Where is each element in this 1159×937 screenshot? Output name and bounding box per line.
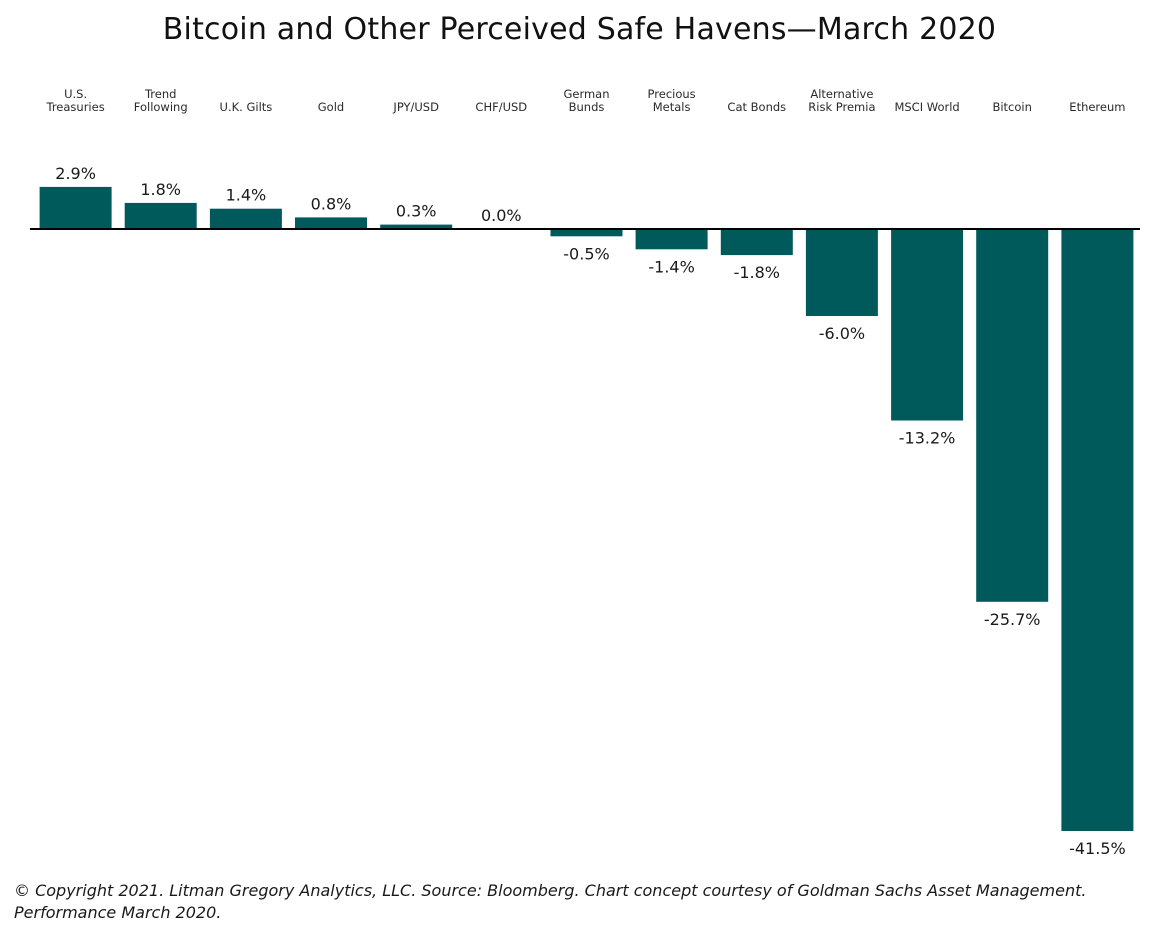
category-label-jpy-usd: JPY/USD bbox=[392, 100, 439, 114]
footnote: © Copyright 2021. Litman Gregory Analyti… bbox=[14, 881, 1087, 922]
category-label-line: Cat Bonds bbox=[727, 100, 786, 114]
value-label-alternative-risk-premia: -6.0% bbox=[819, 324, 865, 343]
bar-cat-bonds bbox=[720, 229, 793, 256]
category-label-u-k-gilts: U.K. Gilts bbox=[220, 100, 273, 114]
bar-msci-world bbox=[891, 229, 964, 421]
bar-alternative-risk-premia bbox=[805, 229, 878, 316]
value-label-gold: 0.8% bbox=[311, 194, 352, 213]
bar-gold bbox=[295, 217, 367, 229]
category-label-cat-bonds: Cat Bonds bbox=[727, 100, 786, 114]
category-label-line: Treasuries bbox=[45, 100, 104, 114]
bar-ethereum bbox=[1061, 229, 1134, 831]
category-label-ethereum: Ethereum bbox=[1069, 100, 1125, 114]
value-label-jpy-usd: 0.3% bbox=[396, 202, 437, 221]
category-label-alternative-risk-premia: Alternative Risk Premia bbox=[808, 87, 875, 114]
category-label-line: CHF/USD bbox=[475, 100, 527, 114]
bar-bitcoin bbox=[976, 229, 1049, 602]
bar-u-s-treasuries bbox=[39, 186, 112, 229]
value-label-cat-bonds: -1.8% bbox=[734, 263, 780, 282]
category-labels: U.S. Treasuries Trend Following U.K. Gilts Go… bbox=[45, 87, 1125, 114]
category-label-bitcoin: Bitcoin bbox=[992, 100, 1031, 114]
bar-german-bunds bbox=[550, 229, 623, 237]
category-label-u-s-treasuries: U.S. Treasuries bbox=[45, 87, 104, 114]
value-label-u-k-gilts: 1.4% bbox=[226, 186, 267, 205]
category-label-line: Precious bbox=[648, 87, 696, 101]
bar-trend-following bbox=[124, 202, 197, 229]
category-label-line: Ethereum bbox=[1069, 100, 1125, 114]
category-label-line: U.S. bbox=[64, 87, 87, 101]
bars bbox=[39, 186, 1134, 831]
value-label-german-bunds: -0.5% bbox=[563, 244, 609, 263]
category-label-line: Metals bbox=[653, 100, 691, 114]
bar-u-k-gilts bbox=[209, 208, 282, 229]
category-label-line: Bitcoin bbox=[992, 100, 1031, 114]
category-label-line: U.K. Gilts bbox=[220, 100, 273, 114]
category-label-line: Following bbox=[134, 100, 188, 114]
category-label-line: Bunds bbox=[569, 100, 605, 114]
bar-precious-metals bbox=[635, 229, 708, 250]
category-label-line: Trend bbox=[144, 87, 176, 101]
bar-jpy-usd bbox=[380, 224, 453, 229]
category-label-line: MSCI World bbox=[894, 100, 959, 114]
value-label-bitcoin: -25.7% bbox=[984, 610, 1041, 629]
value-label-ethereum: -41.5% bbox=[1069, 839, 1126, 858]
category-label-line: German bbox=[563, 87, 609, 101]
category-label-trend-following: Trend Following bbox=[134, 87, 188, 114]
category-label-msci-world: MSCI World bbox=[894, 100, 959, 114]
category-label-line: Risk Premia bbox=[808, 100, 875, 114]
category-label-line: JPY/USD bbox=[392, 100, 439, 114]
category-label-gold: Gold bbox=[318, 100, 344, 114]
value-label-msci-world: -13.2% bbox=[899, 429, 956, 448]
value-label-u-s-treasuries: 2.9% bbox=[55, 164, 96, 183]
category-label-german-bunds: German Bunds bbox=[563, 87, 609, 114]
value-label-chf-usd: 0.0% bbox=[481, 206, 522, 225]
chart-title: Bitcoin and Other Perceived Safe Havens—… bbox=[162, 12, 997, 47]
category-label-line: Alternative bbox=[810, 87, 873, 101]
value-label-trend-following: 1.8% bbox=[140, 180, 181, 199]
value-labels: 2.9% 1.8% 1.4% 0.8% 0.3% 0.0% -0.5% -1.4% -1.8% -… bbox=[55, 164, 1125, 858]
category-label-precious-metals: Precious Metals bbox=[648, 87, 696, 114]
category-label-chf-usd: CHF/USD bbox=[475, 100, 527, 114]
category-label-line: Gold bbox=[318, 100, 344, 114]
value-label-precious-metals: -1.4% bbox=[648, 257, 694, 276]
